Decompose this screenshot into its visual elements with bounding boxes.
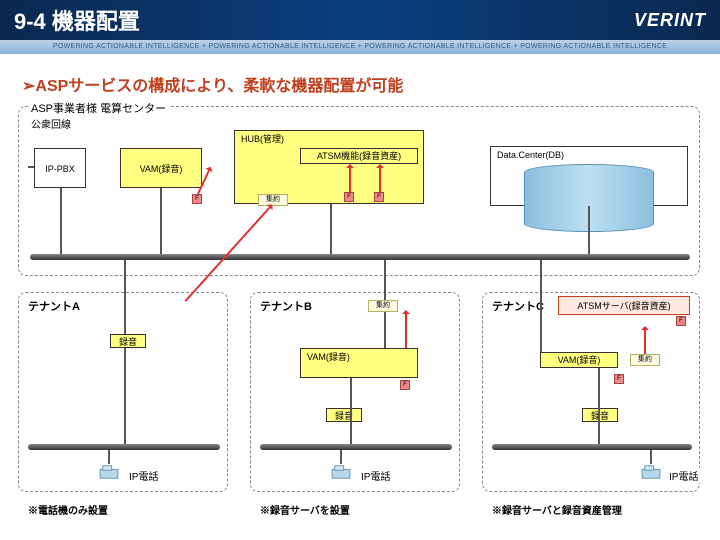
page-title: 9-4 機器配置	[14, 4, 140, 36]
connector-line	[330, 204, 332, 254]
connector-line	[160, 188, 162, 254]
tenant-b-note: ※録音サーバを設置	[260, 502, 350, 517]
tenant-c-box	[482, 292, 700, 492]
phone-label: IP電話	[358, 468, 393, 483]
tenant-b-box	[250, 292, 460, 492]
asp-center-label: ASP事業者様 電算センター	[28, 100, 169, 116]
tenant-b-bus	[260, 444, 452, 450]
connector-line	[350, 378, 352, 444]
tenant-a-box	[18, 292, 228, 492]
tenant-b-label: テナントB	[260, 298, 312, 314]
rokuon-box: 録音	[110, 334, 146, 348]
phone-icon	[98, 464, 120, 480]
rokuon-box: 録音	[326, 408, 362, 422]
connector-line	[124, 260, 126, 334]
vam-box: VAM(録音)	[120, 148, 202, 188]
server-icon: F	[614, 374, 624, 384]
tenant-a-label: テナントA	[28, 298, 80, 314]
vam-box: VAM(録音)	[540, 352, 618, 368]
connector-line	[28, 166, 34, 168]
hub-port: 集約	[368, 300, 398, 312]
tenant-a-note: ※電話機のみ設置	[28, 502, 108, 517]
public-line-label: 公衆回線	[28, 116, 74, 131]
phone-label: IP電話	[666, 468, 701, 483]
logo: VERINT	[634, 10, 706, 31]
phone-icon	[640, 464, 662, 480]
title-bar: 9-4 機器配置 VERINT	[0, 0, 720, 40]
subtitle: ➢ASPサービスの構成により、柔軟な機器配置が可能	[22, 72, 403, 96]
tenant-c-label: テナントC	[492, 298, 544, 314]
diagram-canvas: ➢ASPサービスの構成により、柔軟な機器配置が可能 ASP事業者様 電算センター…	[0, 54, 720, 540]
connector-line	[384, 260, 386, 300]
connector-line	[340, 450, 342, 464]
arrow-icon	[379, 166, 381, 192]
server-icon: F	[344, 192, 354, 202]
atsm-server-box: ATSMサーバ(録音資産)	[558, 296, 690, 315]
hub-port: 集約	[630, 354, 660, 366]
rokuon-box: 録音	[582, 408, 618, 422]
connector-line	[108, 450, 110, 464]
server-icon: F	[192, 194, 202, 204]
vam-box: VAM(録音)	[300, 348, 418, 378]
connector-line	[598, 368, 600, 444]
ip-pbx-box: IP-PBX	[34, 148, 86, 188]
tagline: POWERING ACTIONABLE INTELLIGENCE + POWER…	[0, 40, 720, 54]
asp-bus	[30, 254, 690, 260]
server-icon: F	[374, 192, 384, 202]
server-icon: F	[676, 316, 686, 326]
connector-line	[540, 260, 542, 352]
phone-label: IP電話	[126, 468, 161, 483]
connector-line	[588, 206, 590, 254]
connector-line	[384, 312, 386, 348]
connector-line	[650, 450, 652, 464]
atsm-box: ATSM機能(録音資産)	[300, 148, 418, 164]
connector-line	[60, 188, 62, 254]
server-icon: F	[400, 380, 410, 390]
tenant-a-bus	[28, 444, 220, 450]
arrow-icon	[349, 166, 351, 192]
tenant-c-note: ※録音サーバと録音資産管理	[492, 502, 622, 517]
hub-box: HUB(管理)	[234, 130, 424, 204]
arrow-icon	[644, 328, 646, 354]
phone-icon	[330, 464, 352, 480]
arrow-icon	[405, 312, 407, 348]
tenant-c-bus	[492, 444, 692, 450]
connector-line	[124, 348, 126, 444]
